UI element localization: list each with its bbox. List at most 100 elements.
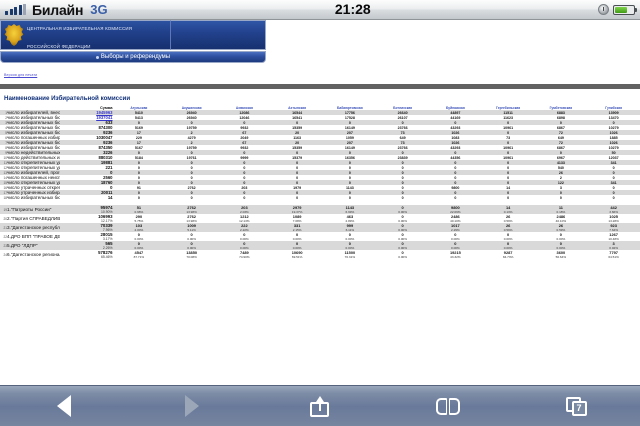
party-data-cell: 1143 6.99% — [323, 205, 377, 214]
party-row-number: 22 — [0, 232, 7, 241]
row-sum[interactable]: 1937041 — [59, 115, 113, 120]
data-cell: 15359 — [270, 145, 324, 150]
party-cell-value: 26 — [505, 214, 511, 219]
party-data-cell: 0 0.00% — [165, 241, 218, 250]
forward-button[interactable] — [162, 391, 222, 421]
row-sum-link[interactable]: 1945963 — [96, 110, 113, 115]
data-cell: 16541 — [270, 115, 324, 120]
party-row[interactable]: 202."Партия СПРАВЕДЛИВАЯ РОССИЯ в Респуб… — [0, 214, 640, 223]
row-sum[interactable]: 14 — [59, 195, 113, 200]
row-sum-link[interactable]: 1937041 — [96, 115, 113, 120]
data-cell: 0 — [323, 190, 377, 195]
row-label: число погашенных неиспользованных откреп… — [7, 175, 60, 180]
data-cell: 12086 — [218, 110, 271, 115]
row-label: число избирателей, проголосовавших по от… — [7, 170, 60, 175]
data-cell: 4279 — [165, 135, 218, 140]
back-button[interactable] — [34, 391, 94, 421]
party-row[interactable]: 19 1."Патриоты России" 95974 10.90% 51 0.98% 2… — [0, 205, 640, 214]
table-spacer-cell — [0, 200, 640, 205]
share-button[interactable] — [290, 391, 350, 421]
data-cell: 0 — [376, 165, 429, 170]
bookmarks-button[interactable] — [418, 391, 478, 421]
party-cell-percent: 13.28% — [608, 219, 619, 223]
row-sum[interactable]: 633 — [59, 120, 113, 125]
data-cell: 0 — [323, 170, 377, 175]
data-cell: 13470 — [587, 115, 640, 120]
party-row[interactable]: 213."Дагестанское республиканское отделе… — [0, 223, 640, 232]
row-sum[interactable]: 1030047 — [59, 135, 113, 140]
data-cell: 9999 — [218, 155, 271, 160]
party-data-cell: 0 0.00% — [112, 241, 166, 250]
status-bar-left: Билайн 3G — [0, 2, 108, 18]
row-sum[interactable]: 1945963 — [59, 110, 113, 115]
row-label: число избирательных бюллетеней, содержащ… — [7, 140, 60, 145]
subbar-bullet-icon — [95, 55, 99, 59]
party-data-cell: 0 0.00% — [534, 241, 588, 250]
data-cell: 73 — [376, 140, 429, 145]
col-header-6: Буйнакская — [445, 106, 465, 110]
party-sum-value: 70339 — [100, 223, 113, 228]
party-cell-value: 51 — [136, 205, 142, 210]
print-version-link[interactable]: Версия для печати — [4, 73, 38, 77]
tabs-button[interactable]: 7 — [546, 391, 606, 421]
web-page-content[interactable]: ЦЕНТРАЛЬНАЯ ИЗБИРАТЕЛЬНАЯ КОМИССИЯ РОССИ… — [0, 20, 640, 385]
party-data-cell: 26 0.59% — [481, 223, 535, 232]
row-sum[interactable]: 0 — [59, 185, 113, 190]
election-results-table[interactable]: Сумма Агульская Акушинская Ахвахская Ахт… — [0, 106, 640, 259]
data-cell: 9800 — [429, 185, 482, 190]
data-cell: 0 — [323, 175, 377, 180]
data-cell: 0 — [376, 190, 429, 195]
row-sum[interactable]: 9236 — [59, 140, 113, 145]
cik-banner[interactable]: ЦЕНТРАЛЬНАЯ ИЗБИРАТЕЛЬНАЯ КОМИССИЯ РОССИ… — [0, 20, 266, 50]
share-action-icon — [309, 395, 331, 417]
data-cell: 229 — [112, 135, 166, 140]
party-row[interactable]: 224.ДРО ВПП "ПРАВОЕ ДЕЛО"280153.17%00.00… — [0, 232, 640, 241]
party-cell-percent: 0.00% — [450, 246, 460, 250]
data-cell: 0 — [376, 160, 429, 165]
party-cell-percent: 0.00% — [187, 246, 197, 250]
data-cell: 23839 — [376, 155, 429, 160]
party-row[interactable]: 23 5.ДРО "ЛДПР" 565 2.26% 0 0.00% 0 0.00% 0 0.00%… — [0, 241, 640, 250]
row-sum[interactable]: 3226 — [59, 150, 113, 155]
data-cell: 0 — [218, 195, 271, 200]
data-cell: 6867 — [534, 145, 588, 150]
party-cell-percent: 0.00% — [292, 237, 302, 241]
row-sum[interactable]: 9236 — [59, 130, 113, 135]
row-sum[interactable]: 0 — [59, 170, 113, 175]
data-cell: 16149 — [323, 145, 377, 150]
party-data-cell: 11500 70.31% — [323, 250, 377, 259]
row-sum[interactable]: 2560 — [59, 175, 113, 180]
row-sum[interactable]: 880310 — [59, 155, 113, 160]
row-sum[interactable]: 20011 — [59, 190, 113, 195]
row-sum[interactable]: 874350 — [59, 145, 113, 150]
row-sum[interactable]: 18760 — [59, 180, 113, 185]
col-sum-header: Сумма — [100, 106, 113, 110]
row-sum[interactable]: 221 — [59, 165, 113, 170]
party-cell-value: 0 — [296, 232, 299, 237]
row-sum[interactable]: 874300 — [59, 125, 113, 130]
row-sum[interactable]: 19881 — [59, 160, 113, 165]
party-row[interactable]: 246."Дагестанское региональное отделение… — [0, 250, 640, 259]
data-cell: 0 — [165, 165, 218, 170]
party-sum-percent: 7.96% — [102, 228, 113, 232]
safari-bottom-toolbar[interactable]: 7 — [0, 385, 640, 426]
